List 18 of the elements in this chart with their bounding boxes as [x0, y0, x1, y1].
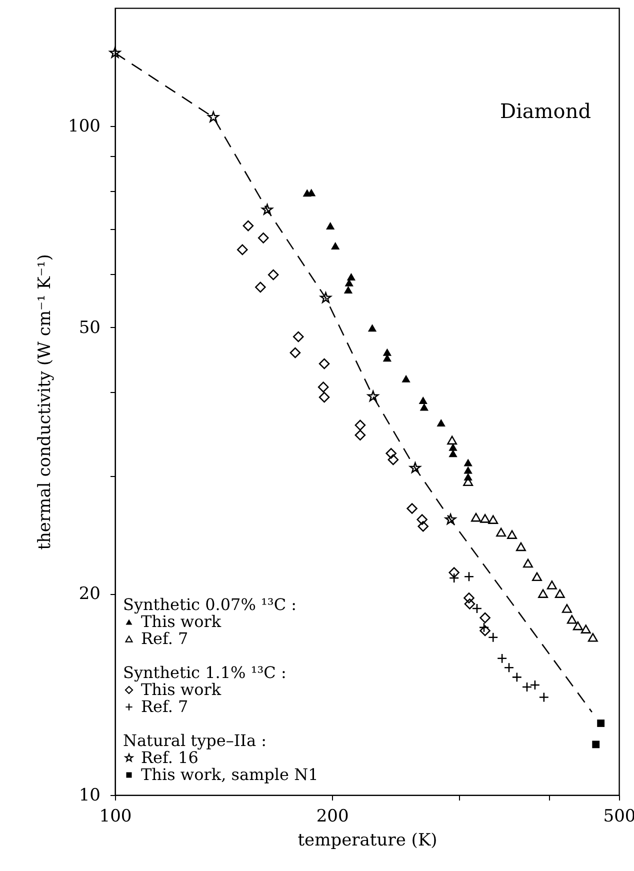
x-tick-label: 200: [316, 806, 349, 826]
y-tick-label: 20: [78, 584, 100, 604]
legend-label: This work: [141, 612, 222, 631]
annotation: Synthetic 1.1% ¹³C :: [123, 663, 286, 682]
x-tick-label: 100: [99, 806, 132, 826]
y-tick-label: 50: [78, 318, 100, 338]
annotation: Synthetic 0.07% ¹³C :: [123, 595, 297, 614]
y-tick-label: 100: [68, 116, 100, 136]
annotation: Natural type–IIa :: [123, 731, 266, 750]
legend-label: Ref. 7: [141, 629, 188, 648]
legend-label: Ref. 7: [141, 697, 188, 716]
y-tick-label: 10: [78, 786, 100, 806]
y-axis-title: thermal conductivity (W cm⁻¹ K⁻¹): [35, 254, 56, 550]
legend-label: This work, sample N1: [141, 765, 318, 784]
annotation: Diamond: [500, 99, 592, 123]
legend-label: This work: [141, 680, 222, 699]
legend-label: Ref. 16: [141, 748, 198, 767]
x-axis-title: temperature (K): [298, 830, 438, 850]
